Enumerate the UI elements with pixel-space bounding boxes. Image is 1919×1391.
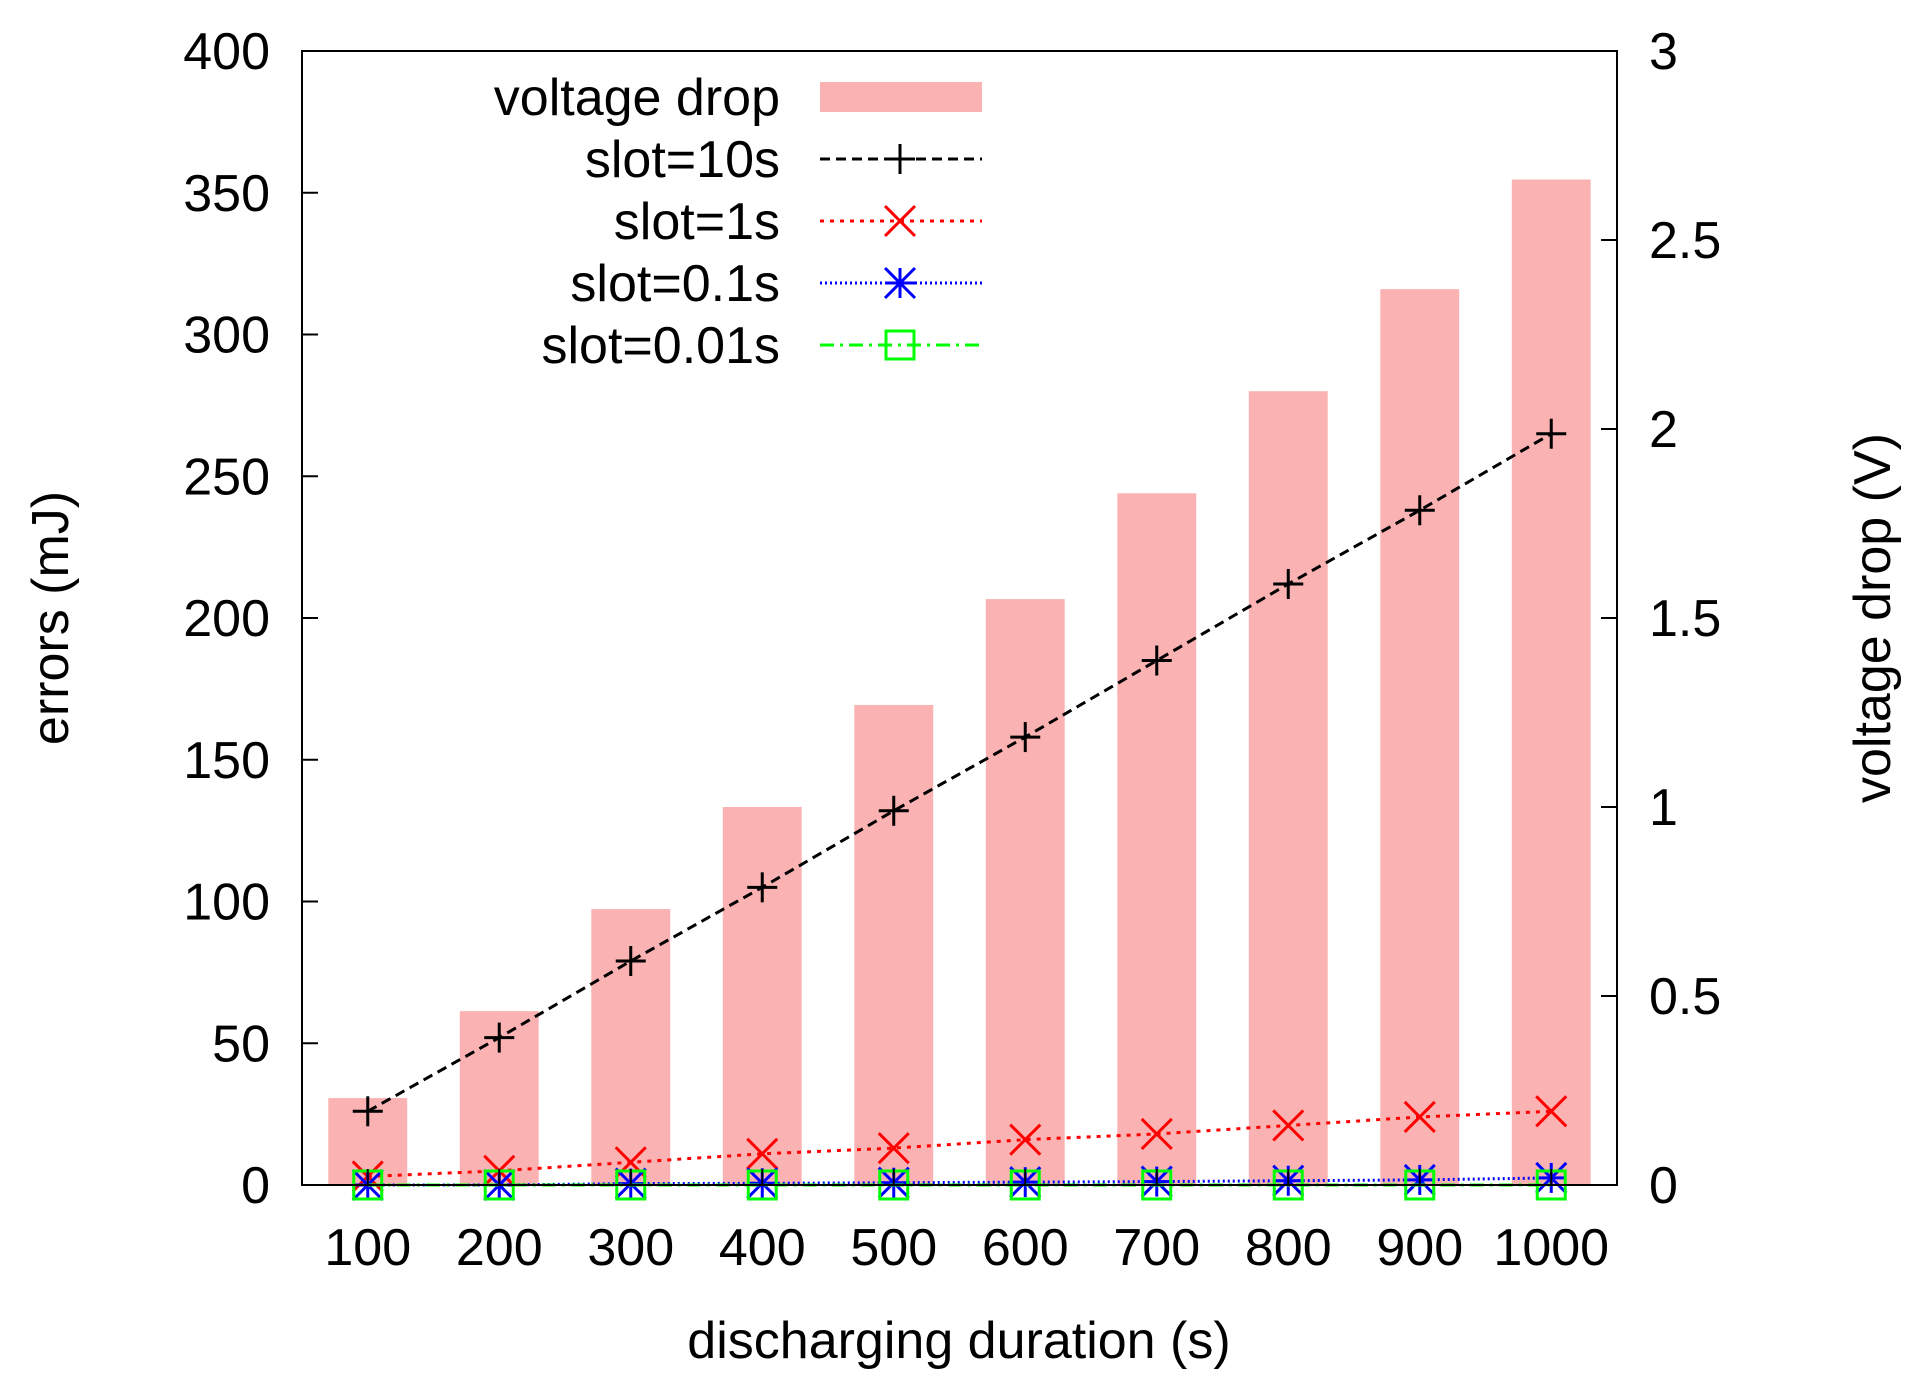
x-axis-label: discharging duration (s) [687,1312,1230,1370]
point-slot-10s-400 [747,872,778,903]
legend-marker-slot-0-1s-d2 [883,266,917,300]
legend-label-slot-1s: slot=1s [614,193,780,251]
point-slot-1s-900-d2 [1403,1100,1436,1134]
bar-voltage-drop-600 [985,599,1065,1185]
point-slot-1s-600-d2 [1009,1123,1042,1156]
x-tick-label-100: 100 [324,1219,411,1277]
y2-tick-label-0.5: 0.5 [1649,968,1721,1026]
legend-label-slot-0-1s: slot=0.1s [570,255,780,313]
point-slot-1s-500 [877,1132,910,1165]
x-tick-label-800: 800 [1245,1219,1332,1277]
y-tick-label-400: 400 [183,23,270,81]
x-tick-label-600: 600 [982,1219,1069,1277]
point-slot-10s-600 [1010,722,1041,753]
point-slot-1s-800 [1272,1109,1305,1142]
x-tick-label-400: 400 [719,1219,806,1277]
y-tick-label-50: 50 [212,1015,270,1073]
point-slot-1s-1000-d2 [1535,1095,1568,1128]
x-tick-label-700: 700 [1113,1219,1200,1277]
bar-voltage-drop-900 [1380,289,1460,1185]
y2-tick-label-3: 3 [1649,23,1678,81]
y2-axis-label: voltage drop (V) [1844,433,1902,803]
point-slot-10s-1000 [1536,418,1567,449]
x-tick-label-500: 500 [850,1219,937,1277]
legend-label-slot-0-01s: slot=0.01s [542,317,781,375]
point-slot-10s-700 [1141,645,1172,676]
point-slot-1s-500-d2 [877,1132,910,1165]
bar-voltage-drop-1000 [1511,179,1591,1185]
y-tick-label-300: 300 [183,307,270,365]
y-tick-label-250: 250 [183,448,270,506]
x-tick-label-900: 900 [1376,1219,1463,1277]
y-axis-label: errors (mJ) [22,491,80,745]
bar-voltage-drop-400 [722,807,802,1185]
y-tick-label-350: 350 [183,165,270,223]
y2-tick-label-1.5: 1.5 [1649,590,1721,648]
axes-layer: 0 50 100 150 200 250 300 350 400 0 0.5 1 1.5 2 2.5 3 100… [183,23,1721,1277]
point-slot-1s-700-d2 [1140,1117,1173,1151]
legend-marker-slot-0-01s-box [884,329,916,361]
bars-layer [328,179,1591,1185]
y-tick-label-150: 150 [183,732,270,790]
legend-label-voltage-drop: voltage drop [494,69,780,127]
y-tick-label-100: 100 [183,874,270,932]
y2-tick-label-2: 2 [1649,401,1678,459]
legend: voltage dropslot=10sslot=1sslot=0.1sslot… [494,69,982,375]
legend-marker-slot-10s [885,144,915,174]
legend-label-slot-10s: slot=10s [585,131,780,189]
y2-tick-label-2.5: 2.5 [1649,212,1721,270]
x-tick-label-1000: 1000 [1493,1219,1609,1277]
bar-voltage-drop-800 [1248,391,1328,1185]
point-slot-10s-900 [1404,495,1435,526]
point-slot-10s-800 [1273,568,1304,599]
x-tick-label-300: 300 [587,1219,674,1277]
bar-voltage-drop-700 [1117,493,1197,1185]
y2-tick-label-0: 0 [1649,1157,1678,1215]
legend-swatch-voltage-drop [820,82,982,112]
series-line-slot-10s [367,432,1553,1113]
point-slot-1s-1000 [1535,1095,1568,1128]
point-slot-10s-200 [484,1022,515,1053]
point-slot-10s-500 [878,795,909,826]
y-tick-label-0: 0 [241,1157,270,1215]
point-slot-1s-800-d2 [1272,1109,1305,1142]
y-tick-label-200: 200 [183,590,270,648]
point-slot-10s-100 [352,1096,383,1127]
point-slot-1s-400 [746,1137,779,1170]
point-slot-1s-700 [1140,1117,1173,1151]
legend-marker-slot-1s [883,204,917,238]
legend-marker-slot-0-1s [883,266,917,300]
bar-voltage-drop-500 [854,704,934,1185]
x-tick-label-200: 200 [456,1219,543,1277]
point-slot-1s-400-d2 [746,1137,779,1170]
point-slot-1s-600 [1009,1123,1042,1156]
series-line-slot-1s [367,1109,1552,1178]
y2-tick-label-1: 1 [1649,779,1678,837]
point-slot-10s-300 [615,946,646,977]
series-line-slot-0-1s [367,1176,1552,1187]
point-slot-1s-900 [1403,1100,1436,1134]
legend-marker-slot-0-01s [884,329,916,361]
legend-marker-slot-1s-d2 [883,204,917,238]
